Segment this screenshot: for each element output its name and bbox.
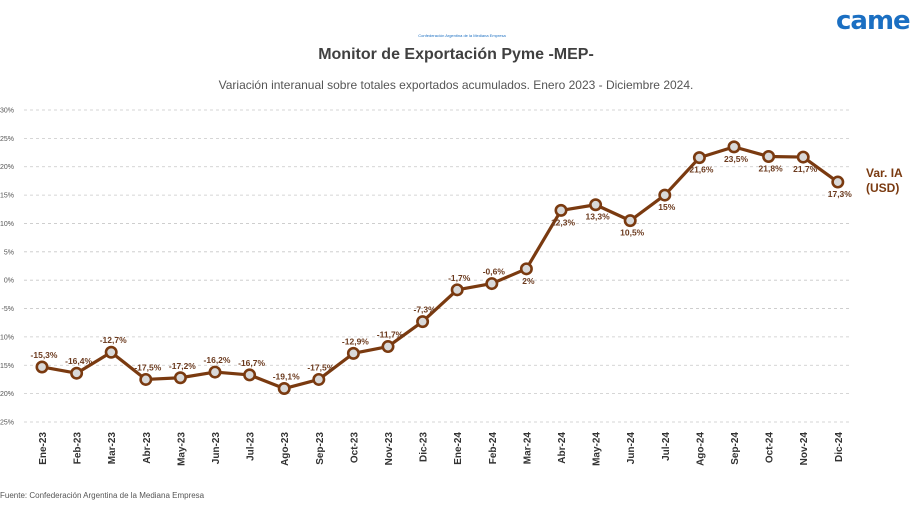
x-tick-label: Sep-23 [315,432,326,465]
x-tick-label: Abr-23 [142,432,153,464]
data-point [277,382,291,396]
y-tick-label: -10% [0,334,14,341]
data-point [381,340,395,354]
data-label: -17,5% [307,362,334,372]
data-point [173,371,187,385]
y-tick-label: -5% [2,306,14,313]
data-label: -1,7% [448,273,471,283]
chart-subtitle: Variación interanual sobre totales expor… [218,78,694,92]
data-label: -19,1% [273,372,300,382]
x-tick-label: Jun-23 [211,432,222,465]
data-point [70,366,84,380]
series-name-label: Var. IA [866,166,903,180]
data-point [623,214,637,228]
data-label: -16,4% [65,356,92,366]
data-point [762,150,776,164]
data-point [104,345,118,359]
x-tick-label: May-24 [592,432,603,466]
data-label: -7,3% [413,305,436,315]
data-label: 2% [522,276,535,286]
x-tick-label: Feb-23 [73,432,84,465]
data-point [416,315,430,329]
data-label: -11,7% [377,330,404,340]
data-label: 10,5% [620,228,645,238]
data-label: -17,2% [169,361,196,371]
x-tick-label: Sep-24 [730,432,741,465]
source-note: Fuente: Confederación Argentina de la Me… [0,491,205,500]
data-label: -12,7% [100,335,127,345]
x-tick-label: Nov-23 [384,432,395,466]
data-point [450,283,464,297]
data-label: -17,5% [134,362,161,372]
data-point [727,140,741,154]
x-tick-label: Oct-24 [765,432,776,464]
data-label: 17,3% [828,189,853,199]
x-tick-label: Jul-24 [661,432,672,461]
data-label: -12,9% [342,336,369,346]
x-tick-label: Ago-23 [280,432,291,466]
data-label: 21,8% [759,164,784,174]
x-tick-label: Jul-23 [246,432,257,461]
x-tick-label: Mar-23 [107,432,118,465]
x-tick-label: Ago-24 [695,432,706,466]
data-point [485,277,499,291]
data-point [346,346,360,360]
data-point [312,372,326,386]
data-label: -16,2% [204,355,231,365]
data-label: 15% [658,202,675,212]
logo-subtitle: Confederación Argentina de la Mediana Em… [418,33,506,38]
x-tick-label: Ene-23 [38,432,49,465]
y-tick-label: 20% [0,164,14,171]
series-line [41,145,839,391]
y-tick-label: 30% [0,108,14,115]
data-point [35,360,49,374]
data-point [208,365,222,379]
data-label: -16,7% [238,358,265,368]
data-point [831,175,845,189]
x-tick-label: Dic-23 [419,432,430,462]
x-tick-label: May-23 [176,432,187,466]
data-label: 12,3% [551,217,576,227]
data-label: 21,7% [793,164,818,174]
x-tick-label: Oct-23 [349,432,360,464]
data-point [139,372,153,386]
data-label: 21,6% [689,165,714,175]
data-point [658,188,672,202]
data-point [589,198,603,212]
data-label: 23,5% [724,154,749,164]
data-point [519,262,533,276]
data-point [692,151,706,165]
y-tick-label: 25% [0,136,14,143]
y-tick-label: 5% [4,249,14,256]
data-label: 13,3% [586,212,611,222]
y-tick-label: 0% [4,278,14,285]
series-name-label: (USD) [866,181,899,195]
data-label: -0,6% [483,267,506,277]
y-tick-label: 15% [0,193,14,200]
came-logo: came [418,2,911,42]
logo-text: came [836,6,911,36]
x-tick-label: Nov-24 [799,432,810,466]
data-label: -15,3% [31,350,58,360]
y-tick-label: -20% [0,391,14,398]
x-tick-label: Ene-24 [453,432,464,465]
y-tick-label: -15% [0,363,14,370]
x-tick-label: Dic-24 [834,432,845,462]
x-tick-label: Mar-24 [522,432,533,465]
y-tick-label: 10% [0,221,14,228]
x-tick-label: Abr-24 [557,432,568,464]
x-tick-label: Feb-24 [488,432,499,465]
x-tick-label: Jun-24 [626,432,637,465]
chart-title: Monitor de Exportación Pyme -MEP- [318,46,594,63]
y-tick-label: -25% [0,420,14,427]
data-point [554,203,568,217]
data-point [796,150,810,164]
data-point [243,368,257,382]
